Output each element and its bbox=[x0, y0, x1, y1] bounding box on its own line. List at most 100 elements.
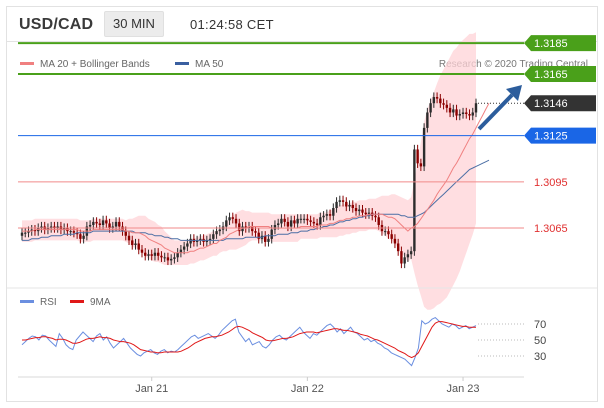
candle-body bbox=[465, 112, 468, 115]
forecast-arrow bbox=[477, 85, 522, 131]
candle-body bbox=[338, 200, 341, 202]
candle-body bbox=[286, 221, 290, 227]
candle-body bbox=[147, 254, 150, 256]
candle-body bbox=[144, 252, 147, 256]
candle-body bbox=[160, 255, 163, 258]
candle-body bbox=[332, 208, 335, 216]
candle-body bbox=[406, 254, 410, 258]
candle-body bbox=[393, 238, 397, 244]
candle-body bbox=[432, 97, 436, 104]
candle-body bbox=[254, 231, 257, 233]
rsi-line bbox=[21, 316, 477, 367]
chart-frame bbox=[6, 6, 598, 402]
candle-body bbox=[53, 226, 56, 229]
level-label-1-3125: 1.3125 bbox=[534, 131, 568, 143]
level-lines: 1.3185 1.3165 1.3146 1.3125 1.3095 1.3065 bbox=[18, 35, 596, 235]
candle-body bbox=[24, 232, 27, 234]
time-label: 01:24:58 CET bbox=[190, 17, 274, 32]
candle-body bbox=[390, 234, 393, 239]
candle-body bbox=[429, 103, 432, 113]
candle-body bbox=[30, 229, 33, 232]
candle-body bbox=[377, 217, 380, 225]
candle-body bbox=[46, 228, 50, 230]
rsi-plot: 30 50 70 bbox=[21, 316, 546, 367]
arrow-shaft bbox=[477, 93, 514, 131]
candle-body bbox=[150, 254, 153, 256]
candle-body bbox=[455, 109, 458, 116]
ma9-line bbox=[22, 321, 476, 359]
candle-body bbox=[205, 240, 209, 242]
candle-body bbox=[270, 229, 273, 239]
candle-body bbox=[280, 218, 283, 224]
level-label-1-3095: 1.3095 bbox=[534, 177, 568, 189]
candle-body bbox=[351, 204, 354, 209]
candle-body bbox=[387, 231, 390, 235]
candle-body bbox=[471, 112, 474, 116]
candle-body bbox=[199, 238, 202, 241]
candle-body bbox=[56, 226, 59, 229]
candle-body bbox=[101, 220, 105, 225]
candle-body bbox=[195, 240, 199, 242]
candle-body bbox=[212, 234, 215, 239]
legend-ma20: MA 20 + Bollinger Bands bbox=[20, 59, 150, 70]
candle-body bbox=[124, 231, 127, 236]
level-tag-1-3146 bbox=[524, 95, 596, 112]
candle-body bbox=[182, 246, 186, 250]
candle-body bbox=[137, 243, 140, 250]
candle-body bbox=[95, 221, 98, 224]
candle-body bbox=[225, 220, 228, 227]
legend-ma50: MA 50 bbox=[175, 59, 224, 70]
candle-body bbox=[448, 107, 452, 113]
candle-body bbox=[105, 220, 108, 224]
x-axis: Jan 21 Jan 22 Jan 23 bbox=[135, 377, 480, 395]
candle-body bbox=[422, 127, 426, 167]
candle-body bbox=[361, 209, 364, 213]
candle-body bbox=[75, 232, 79, 235]
candle-body bbox=[442, 103, 445, 105]
candle-body bbox=[157, 252, 160, 256]
candle-body bbox=[186, 243, 189, 247]
candle-body bbox=[468, 114, 471, 116]
candle-body bbox=[40, 226, 43, 229]
candle-body bbox=[166, 257, 170, 261]
candle-body bbox=[461, 112, 465, 115]
candle-body bbox=[69, 231, 72, 233]
candle-body bbox=[140, 249, 144, 253]
candle-body bbox=[273, 224, 277, 230]
candle-body bbox=[322, 215, 325, 218]
rsi-legend-swatch bbox=[20, 300, 34, 303]
candle-body bbox=[131, 240, 134, 246]
candle-body bbox=[354, 208, 358, 212]
candle-body bbox=[341, 200, 345, 202]
candle-body bbox=[62, 228, 66, 230]
candle-body bbox=[419, 163, 423, 167]
candle-body bbox=[328, 214, 332, 216]
candle-body bbox=[400, 251, 403, 264]
rsi-tick-label: 50 bbox=[534, 335, 546, 347]
symbol-label: USD/CAD bbox=[19, 16, 94, 33]
candle-body bbox=[439, 98, 442, 104]
candle-body bbox=[413, 149, 416, 252]
rsi-tick-label: 30 bbox=[534, 351, 546, 363]
candle-body bbox=[251, 226, 254, 232]
candle-body bbox=[374, 215, 377, 218]
candle-body bbox=[215, 231, 218, 235]
legend-rsi: RSI bbox=[20, 297, 57, 308]
candle-body bbox=[445, 104, 449, 108]
candle-body bbox=[296, 218, 299, 224]
candle-body bbox=[384, 231, 387, 233]
candle-body bbox=[169, 258, 173, 261]
candle-body bbox=[409, 251, 413, 255]
level-label-1-3185: 1.3185 bbox=[534, 38, 568, 50]
candle-body bbox=[367, 212, 371, 215]
candle-body bbox=[293, 220, 296, 224]
candle-body bbox=[20, 232, 24, 236]
credit-text: Research © 2020 Trading Central bbox=[439, 59, 588, 70]
candle-body bbox=[72, 231, 76, 233]
candle-body bbox=[111, 226, 114, 229]
candle-body bbox=[358, 209, 361, 212]
candle-body bbox=[312, 221, 316, 224]
timeframe-button[interactable]: 30 MIN bbox=[104, 11, 164, 37]
candle-body bbox=[173, 257, 176, 259]
ma50-legend-swatch bbox=[175, 62, 189, 65]
